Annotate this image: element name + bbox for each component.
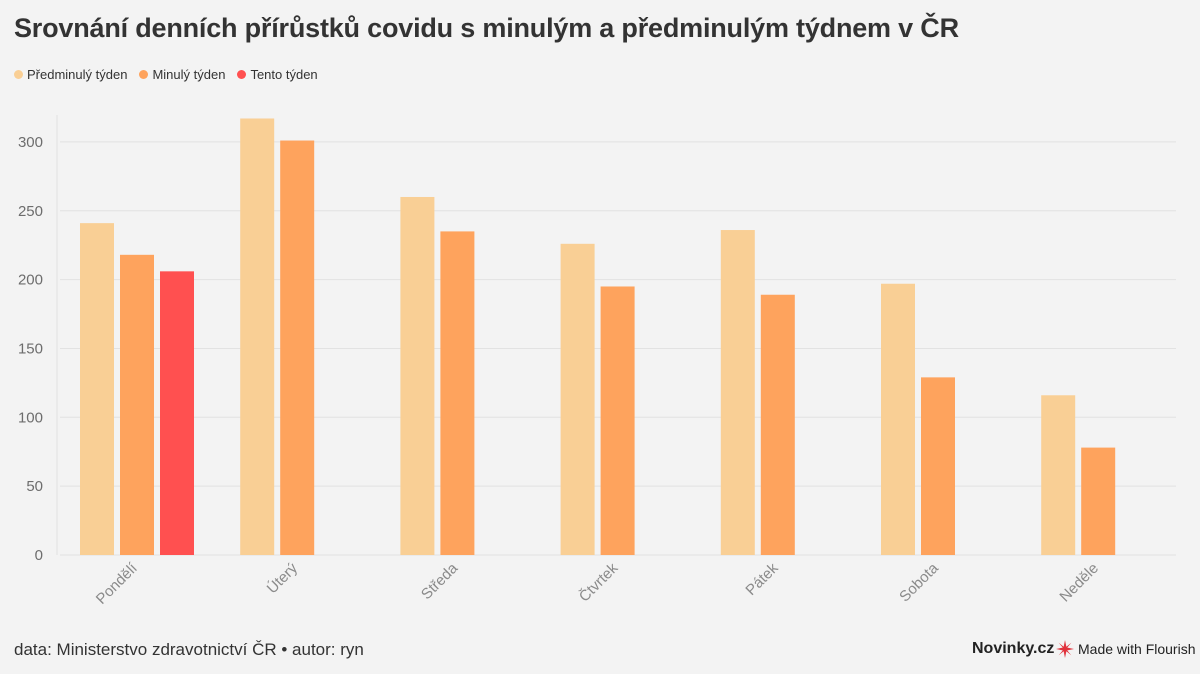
bar[interactable]	[1041, 395, 1076, 555]
y-tick-label: 200	[18, 272, 43, 289]
bar[interactable]	[600, 286, 635, 555]
legend-swatch	[139, 70, 149, 79]
bar[interactable]	[760, 294, 795, 555]
x-tick-label: Neděle	[1056, 560, 1102, 606]
bar[interactable]	[720, 230, 755, 555]
legend-swatch	[237, 70, 247, 79]
chart-title: Srovnání denních přírůstků covidu s minu…	[14, 13, 959, 43]
x-tick-label: Čtvrtek	[576, 559, 622, 605]
x-tick-label: Pondělí	[93, 559, 142, 608]
legend-swatch	[14, 70, 23, 79]
bar[interactable]	[80, 223, 114, 555]
flourish-credit[interactable]: Made with Flourish	[1056, 640, 1196, 658]
bar[interactable]	[280, 140, 315, 555]
y-tick-label: 300	[18, 134, 43, 151]
y-tick-label: 100	[18, 409, 43, 426]
bar[interactable]	[240, 118, 275, 555]
x-tick-label: Středa	[418, 559, 462, 603]
legend-label: Tento týden	[250, 67, 318, 82]
y-tick-label: 50	[26, 478, 43, 495]
brand-logo[interactable]: Novinky.cz	[972, 640, 1055, 657]
bar[interactable]	[1081, 447, 1116, 555]
footer-source: data: Ministerstvo zdravotnictví ČR • au…	[14, 640, 364, 659]
x-tick-label: Úterý	[264, 559, 302, 597]
bar[interactable]	[160, 271, 194, 555]
y-tick-label: 0	[35, 547, 43, 564]
bar[interactable]	[921, 377, 955, 555]
y-tick-label: 150	[18, 340, 43, 357]
flourish-icon	[1056, 640, 1074, 658]
bar[interactable]	[440, 231, 475, 555]
bar[interactable]	[120, 254, 154, 555]
bar[interactable]	[400, 196, 435, 555]
legend: Předminulý týden Minulý týden Tento týde…	[14, 67, 318, 82]
x-tick-label: Sobota	[896, 559, 942, 605]
legend-item-predminuly[interactable]: Předminulý týden	[14, 67, 127, 82]
legend-item-tento[interactable]: Tento týden	[237, 67, 318, 82]
legend-label: Předminulý týden	[27, 67, 128, 82]
bar[interactable]	[560, 243, 595, 555]
x-tick-label: Pátek	[742, 559, 781, 598]
bar[interactable]	[881, 283, 915, 555]
flourish-label: Made with Flourish	[1078, 641, 1196, 657]
legend-label: Minulý týden	[152, 67, 226, 82]
legend-item-minuly[interactable]: Minulý týden	[139, 67, 225, 82]
y-tick-label: 250	[18, 203, 43, 220]
bar-chart: 0 50 100 150 200 250 300 Pondělí Úterý Středa Čtvr…	[18, 115, 1176, 608]
